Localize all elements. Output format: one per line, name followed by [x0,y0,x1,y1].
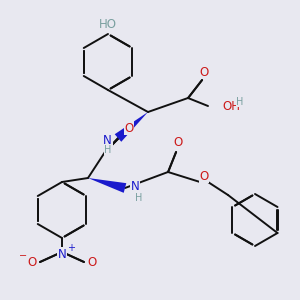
Text: N: N [131,179,140,193]
Text: O: O [200,169,208,182]
Text: +: + [67,243,75,253]
Text: H: H [135,193,143,203]
Text: O: O [173,136,183,149]
Text: O: O [124,122,134,134]
Text: O: O [200,65,208,79]
Polygon shape [115,112,148,142]
Text: OH: OH [222,100,240,112]
Polygon shape [88,178,126,193]
Text: O: O [87,256,97,269]
Text: N: N [58,248,66,260]
Text: O: O [27,256,37,269]
Text: N: N [103,134,112,146]
Text: HO: HO [99,17,117,31]
Text: −: − [19,251,27,261]
Text: H: H [236,97,243,107]
Text: H: H [104,145,112,155]
